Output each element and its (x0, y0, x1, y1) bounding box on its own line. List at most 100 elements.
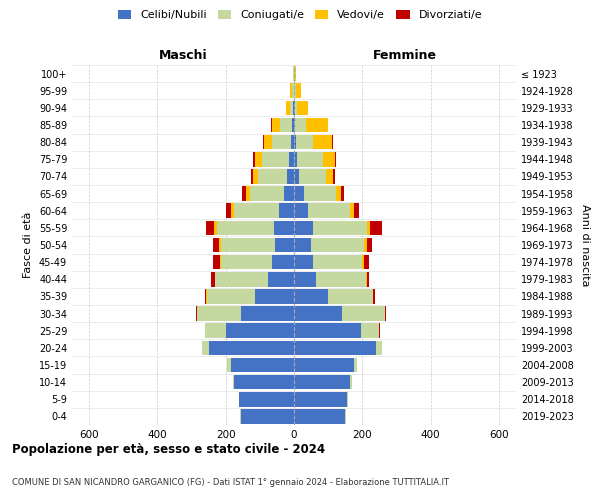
Bar (255, 152, 262, 166)
Bar (242, 186, 245, 201)
Bar (284, 186, 294, 201)
Bar (213, 238, 219, 252)
Bar (295, 66, 296, 81)
Bar (294, 375, 350, 390)
Bar (221, 238, 275, 252)
Bar (292, 118, 294, 132)
Bar (298, 100, 308, 115)
Bar (367, 238, 372, 252)
Bar (367, 220, 370, 235)
Legend: Celibi/Nubili, Coniugati/e, Vedovi/e, Divorziati/e: Celibi/Nubili, Coniugati/e, Vedovi/e, Di… (113, 6, 487, 25)
Bar (323, 152, 335, 166)
Text: Femmine: Femmine (373, 48, 437, 62)
Bar (294, 100, 295, 115)
Bar (367, 272, 370, 286)
Bar (289, 152, 294, 166)
Text: Maschi: Maschi (158, 48, 208, 62)
Text: Popolazione per età, sesso e stato civile - 2024: Popolazione per età, sesso e stato civil… (12, 442, 325, 456)
Bar (287, 169, 294, 184)
Bar (206, 220, 214, 235)
Bar (219, 238, 221, 252)
Bar (278, 204, 294, 218)
Bar (294, 358, 354, 372)
Bar (206, 289, 207, 304)
Bar (294, 255, 313, 270)
Bar (342, 306, 385, 321)
Bar (376, 340, 382, 355)
Bar (263, 135, 264, 150)
Bar (296, 135, 313, 150)
Bar (214, 255, 220, 270)
Bar (262, 152, 289, 166)
Bar (286, 100, 290, 115)
Bar (313, 220, 367, 235)
Bar (231, 358, 294, 372)
Bar (328, 289, 373, 304)
Bar (294, 306, 342, 321)
Bar (264, 135, 272, 150)
Bar (294, 340, 376, 355)
Bar (350, 375, 352, 390)
Bar (231, 204, 234, 218)
Bar (241, 306, 294, 321)
Bar (272, 255, 294, 270)
Bar (205, 324, 226, 338)
Bar (291, 135, 294, 150)
Bar (294, 204, 308, 218)
Bar (220, 255, 221, 270)
Bar (294, 289, 328, 304)
Bar (245, 186, 250, 201)
Bar (268, 272, 294, 286)
Bar (290, 100, 293, 115)
Bar (313, 135, 332, 150)
Bar (255, 289, 294, 304)
Bar (294, 220, 313, 235)
Bar (253, 169, 258, 184)
Bar (311, 238, 364, 252)
Bar (295, 84, 296, 98)
Bar (341, 186, 344, 201)
Bar (294, 152, 298, 166)
Bar (215, 272, 268, 286)
Y-axis label: Anni di nascita: Anni di nascita (580, 204, 590, 286)
Bar (294, 272, 316, 286)
Bar (290, 84, 292, 98)
Bar (272, 135, 291, 150)
Bar (226, 324, 294, 338)
Bar (294, 409, 345, 424)
Bar (385, 306, 386, 321)
Bar (241, 409, 294, 424)
Bar (316, 272, 366, 286)
Bar (294, 135, 296, 150)
Bar (305, 118, 328, 132)
Bar (296, 84, 301, 98)
Bar (197, 306, 241, 321)
Bar (207, 289, 255, 304)
Bar (234, 204, 278, 218)
Bar (336, 186, 341, 201)
Bar (370, 220, 382, 235)
Bar (366, 272, 367, 286)
Bar (350, 204, 355, 218)
Bar (292, 84, 293, 98)
Bar (275, 238, 294, 252)
Bar (250, 186, 284, 201)
Bar (308, 204, 350, 218)
Bar (217, 220, 274, 235)
Bar (294, 186, 304, 201)
Bar (196, 306, 197, 321)
Bar (345, 409, 346, 424)
Bar (373, 289, 374, 304)
Bar (355, 204, 359, 218)
Bar (227, 358, 231, 372)
Bar (239, 392, 294, 406)
Bar (251, 169, 253, 184)
Bar (304, 186, 336, 201)
Bar (258, 169, 287, 184)
Bar (313, 255, 362, 270)
Bar (295, 100, 298, 115)
Bar (274, 220, 294, 235)
Bar (326, 169, 333, 184)
Bar (294, 169, 299, 184)
Bar (295, 118, 305, 132)
